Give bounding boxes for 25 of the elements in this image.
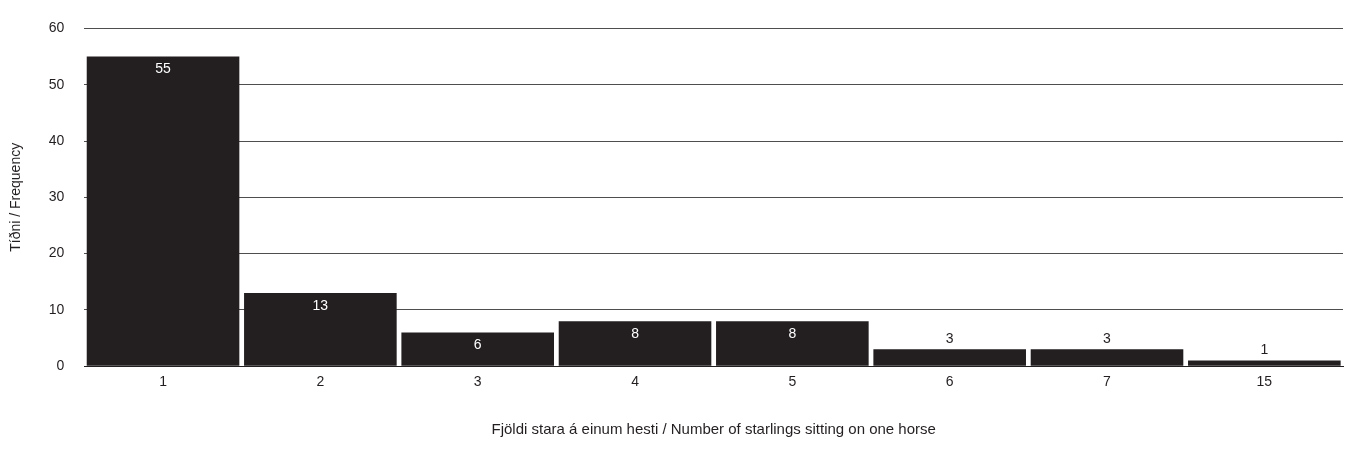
data-label: 3 xyxy=(945,330,954,347)
y-tick-label: 60 xyxy=(48,19,65,36)
y-axis-title: Tíðni / Frequency xyxy=(7,142,24,252)
y-tick-label: 40 xyxy=(48,131,65,148)
data-label: 13 xyxy=(312,296,329,313)
data-label: 8 xyxy=(631,325,640,342)
x-tick-label: 3 xyxy=(473,373,482,390)
data-label: 6 xyxy=(473,336,482,353)
y-tick-label: 30 xyxy=(48,188,65,205)
data-label: 1 xyxy=(1260,341,1269,358)
x-tick-label: 7 xyxy=(1103,373,1112,390)
y-tick-label: 20 xyxy=(48,244,65,261)
data-label: 55 xyxy=(155,60,172,77)
x-axis-title: Fjöldi stara á einum hesti / Number of starlings sitting on one horse xyxy=(491,420,936,438)
x-tick-label: 4 xyxy=(631,373,640,390)
x-tick-label: 2 xyxy=(316,373,325,390)
y-tick-label: 10 xyxy=(48,300,65,317)
data-label: 3 xyxy=(1103,330,1112,347)
data-label: 8 xyxy=(788,325,797,342)
x-tick-label: 6 xyxy=(945,373,954,390)
y-tick-label: 50 xyxy=(48,75,65,92)
y-tick-label: 0 xyxy=(56,357,65,374)
x-tick-label: 5 xyxy=(788,373,797,390)
x-tick-label: 15 xyxy=(1256,373,1273,390)
x-tick-label: 1 xyxy=(159,373,168,390)
